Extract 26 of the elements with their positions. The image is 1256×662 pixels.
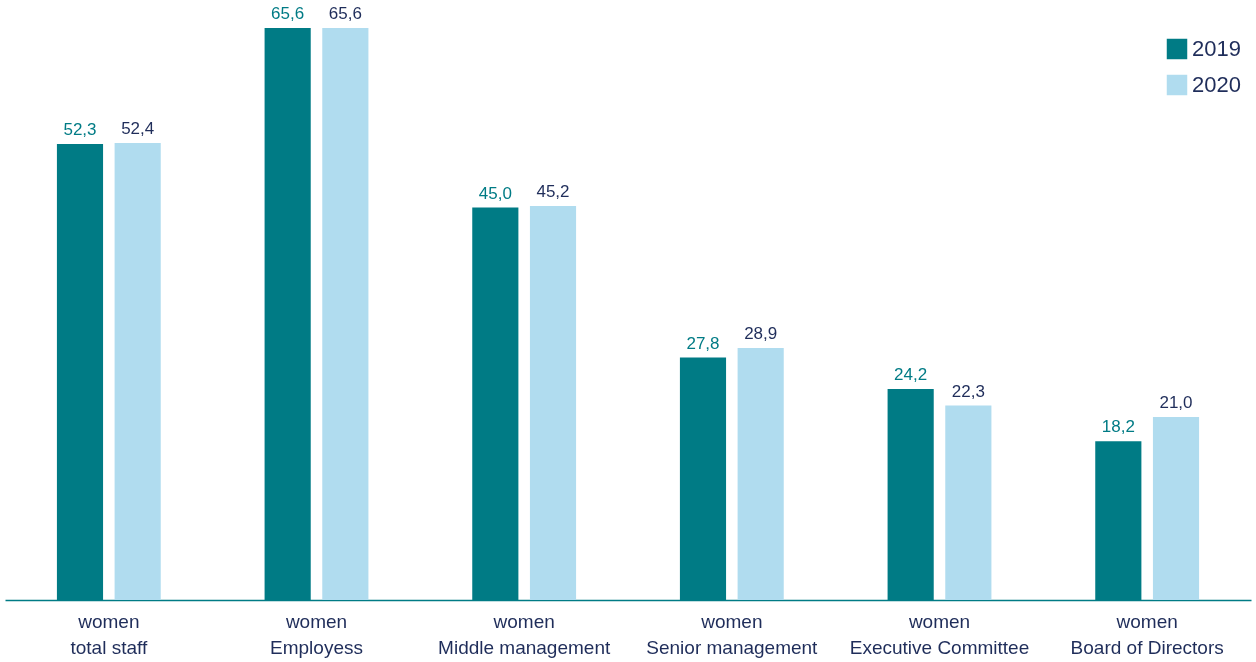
data-label: 45,2 <box>536 181 570 201</box>
x-tick-label: women Middle management <box>438 610 611 658</box>
data-label: 65,6 <box>271 4 305 23</box>
x-tick-label: women Executive Committee <box>849 610 1030 658</box>
x-tick-label: women total staff <box>70 610 148 658</box>
data-label: 27,8 <box>686 333 720 353</box>
bar <box>322 28 369 600</box>
data-label: 65,6 <box>328 4 362 23</box>
legend-label: 2019 <box>1192 36 1241 61</box>
data-label: 21,0 <box>1159 392 1193 412</box>
bar <box>529 205 577 600</box>
data-label: 24,2 <box>894 364 928 384</box>
bar <box>945 405 992 600</box>
bar <box>737 348 784 600</box>
bar <box>1152 416 1200 600</box>
legend-label: 2020 <box>1192 72 1241 97</box>
data-label: 52,3 <box>63 119 97 139</box>
data-label: 28,9 <box>744 324 778 344</box>
data-label: 52,4 <box>121 119 155 139</box>
data-label: 45,0 <box>478 183 512 203</box>
bar <box>114 143 161 600</box>
x-tick-label: women Senior management <box>646 610 819 658</box>
x-tick-label: women Employess <box>270 610 363 658</box>
data-label: 22,3 <box>951 381 985 401</box>
data-label: 18,2 <box>1101 417 1135 437</box>
x-tick-label: women Board of Directors <box>1070 610 1224 658</box>
